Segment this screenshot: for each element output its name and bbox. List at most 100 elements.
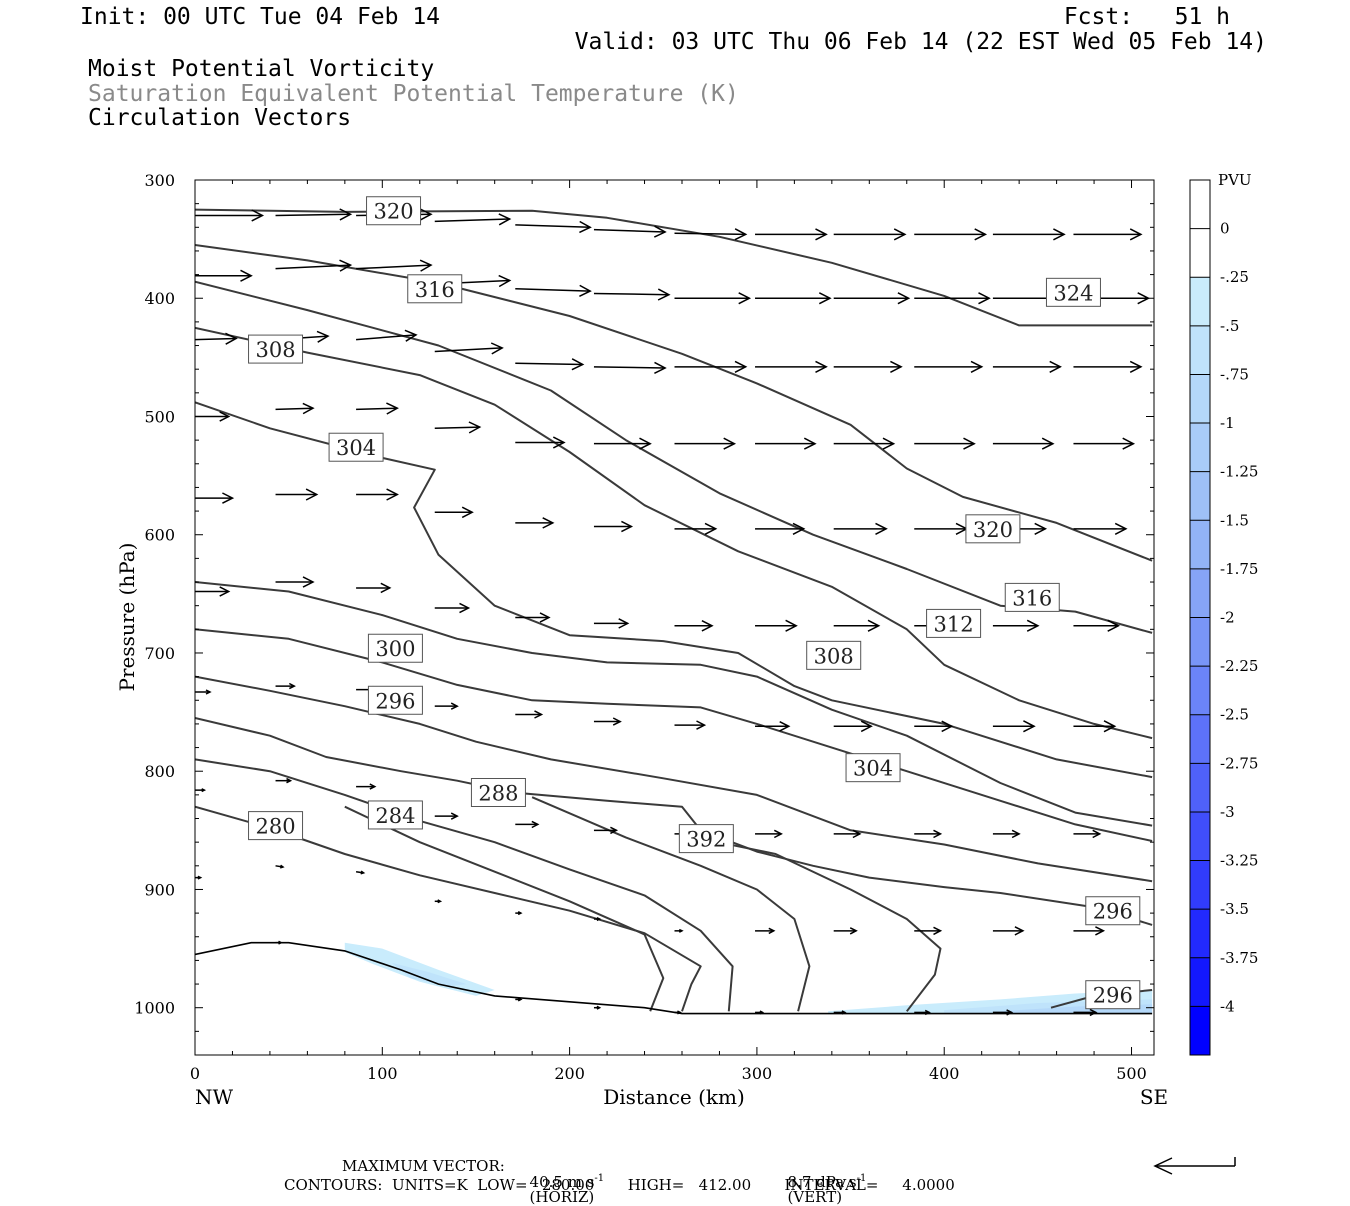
vector-head <box>579 284 592 297</box>
vector-head <box>490 342 504 355</box>
vector-head <box>251 209 265 222</box>
vector-shaft <box>434 426 480 430</box>
vector-head <box>278 940 283 945</box>
vector-shaft <box>275 407 314 411</box>
colorbar-tick-label: -1.25 <box>1220 463 1258 481</box>
y-tick-label: 900 <box>144 880 175 899</box>
vector-shaft <box>593 366 666 369</box>
circulation-vector <box>833 228 907 241</box>
contour-label-box <box>248 334 304 364</box>
vector-head <box>653 225 667 238</box>
vector-head <box>517 997 523 1002</box>
circulation-vector <box>914 292 991 305</box>
circulation-vector <box>674 360 748 373</box>
circulation-vector <box>914 228 988 241</box>
vector-head <box>539 612 551 623</box>
colorbar-bin <box>1190 763 1210 812</box>
y-tick-label: 700 <box>144 644 175 663</box>
circulation-vector <box>515 997 523 1002</box>
circulation-vector <box>195 492 235 504</box>
contour-label: 316 <box>1004 582 1060 612</box>
colorbar-bin <box>1190 568 1210 618</box>
colorbar-tick-label: -3.5 <box>1220 900 1249 918</box>
colorbar-tick-label: -1 <box>1220 414 1235 432</box>
contour-label: 324 <box>1045 277 1101 307</box>
contour-label-text: 304 <box>336 436 376 460</box>
colorbar-bin <box>1190 909 1210 958</box>
circulation-vector <box>755 522 806 535</box>
circulation-vector <box>833 1010 847 1015</box>
colorbar-bin <box>1190 374 1210 424</box>
circulation-vector <box>914 720 954 733</box>
colorbar-tick-label: -.5 <box>1220 317 1239 335</box>
vector-head <box>437 899 443 904</box>
vector-head <box>1107 619 1121 632</box>
circulation-vector <box>674 292 752 305</box>
circulation-vector <box>755 619 798 632</box>
vector-shaft <box>515 288 591 292</box>
x-end-label-right: SE <box>1140 1085 1168 1109</box>
contour-label: 296 <box>367 685 423 715</box>
vector-shaft <box>593 292 669 296</box>
colorbar-bin <box>1190 423 1210 472</box>
vector-head <box>531 820 540 829</box>
vector-head <box>305 488 319 501</box>
circulation-vector <box>1073 619 1121 632</box>
contour-label: 320 <box>366 196 422 226</box>
vector-head <box>279 864 285 869</box>
contour-label-text: 296 <box>1093 900 1133 924</box>
circulation-vector <box>195 788 207 793</box>
vector-head <box>882 437 896 450</box>
vector-head <box>852 829 862 839</box>
colorbar-tick-label: -2 <box>1220 609 1235 627</box>
vector-head <box>970 360 984 373</box>
vector-head <box>201 788 207 793</box>
contour-label-box <box>407 274 463 304</box>
vert-value: 8.7 dPa s <box>787 1173 857 1191</box>
colorbar-tick-label: -2.75 <box>1220 754 1258 772</box>
x-end-label-left: NW <box>195 1085 234 1109</box>
vector-head <box>205 689 212 695</box>
colorbar-tick-label: -.75 <box>1220 365 1249 383</box>
vector-head <box>286 777 293 784</box>
circulation-vector <box>275 576 315 588</box>
plot-area <box>195 180 1154 1055</box>
vector-head <box>890 360 903 373</box>
x-axis-label: Distance (km) <box>603 1085 745 1109</box>
circulation-vector <box>992 720 1036 733</box>
vector-head <box>419 259 433 272</box>
vector-head <box>517 911 523 916</box>
contour-label-text: 392 <box>686 828 726 852</box>
circulation-vector <box>1073 926 1106 936</box>
circulation-vector <box>755 1010 765 1015</box>
circulation-vector <box>515 436 566 449</box>
circulation-vector <box>434 213 512 226</box>
circulation-vector <box>434 899 443 904</box>
field-title-vectors: Circulation Vectors <box>88 105 352 131</box>
contour-label-box <box>367 685 423 715</box>
colorbar-bin <box>1190 325 1210 375</box>
contour-label-box <box>965 514 1021 544</box>
vector-head <box>734 228 748 241</box>
contour-label-box <box>328 432 384 462</box>
circulation-vector <box>275 864 285 869</box>
vector-head <box>933 829 943 839</box>
vector-head <box>1095 926 1106 936</box>
vector-head <box>450 702 459 710</box>
contour-label-text: 304 <box>853 757 893 781</box>
vector-shaft <box>674 232 746 236</box>
vector-head <box>288 682 296 690</box>
vector-head <box>596 1005 602 1010</box>
vector-head <box>696 720 707 730</box>
vector-head <box>240 269 253 282</box>
circulation-vector <box>515 612 551 623</box>
vector-head <box>498 274 512 288</box>
vector-head <box>815 360 828 373</box>
circulation-vector <box>833 619 881 632</box>
contour-label: 304 <box>328 432 384 462</box>
pv-patch <box>391 962 467 987</box>
theta-es-contour <box>700 837 942 1012</box>
circulation-vector <box>674 228 748 241</box>
vector-shaft <box>515 362 583 366</box>
